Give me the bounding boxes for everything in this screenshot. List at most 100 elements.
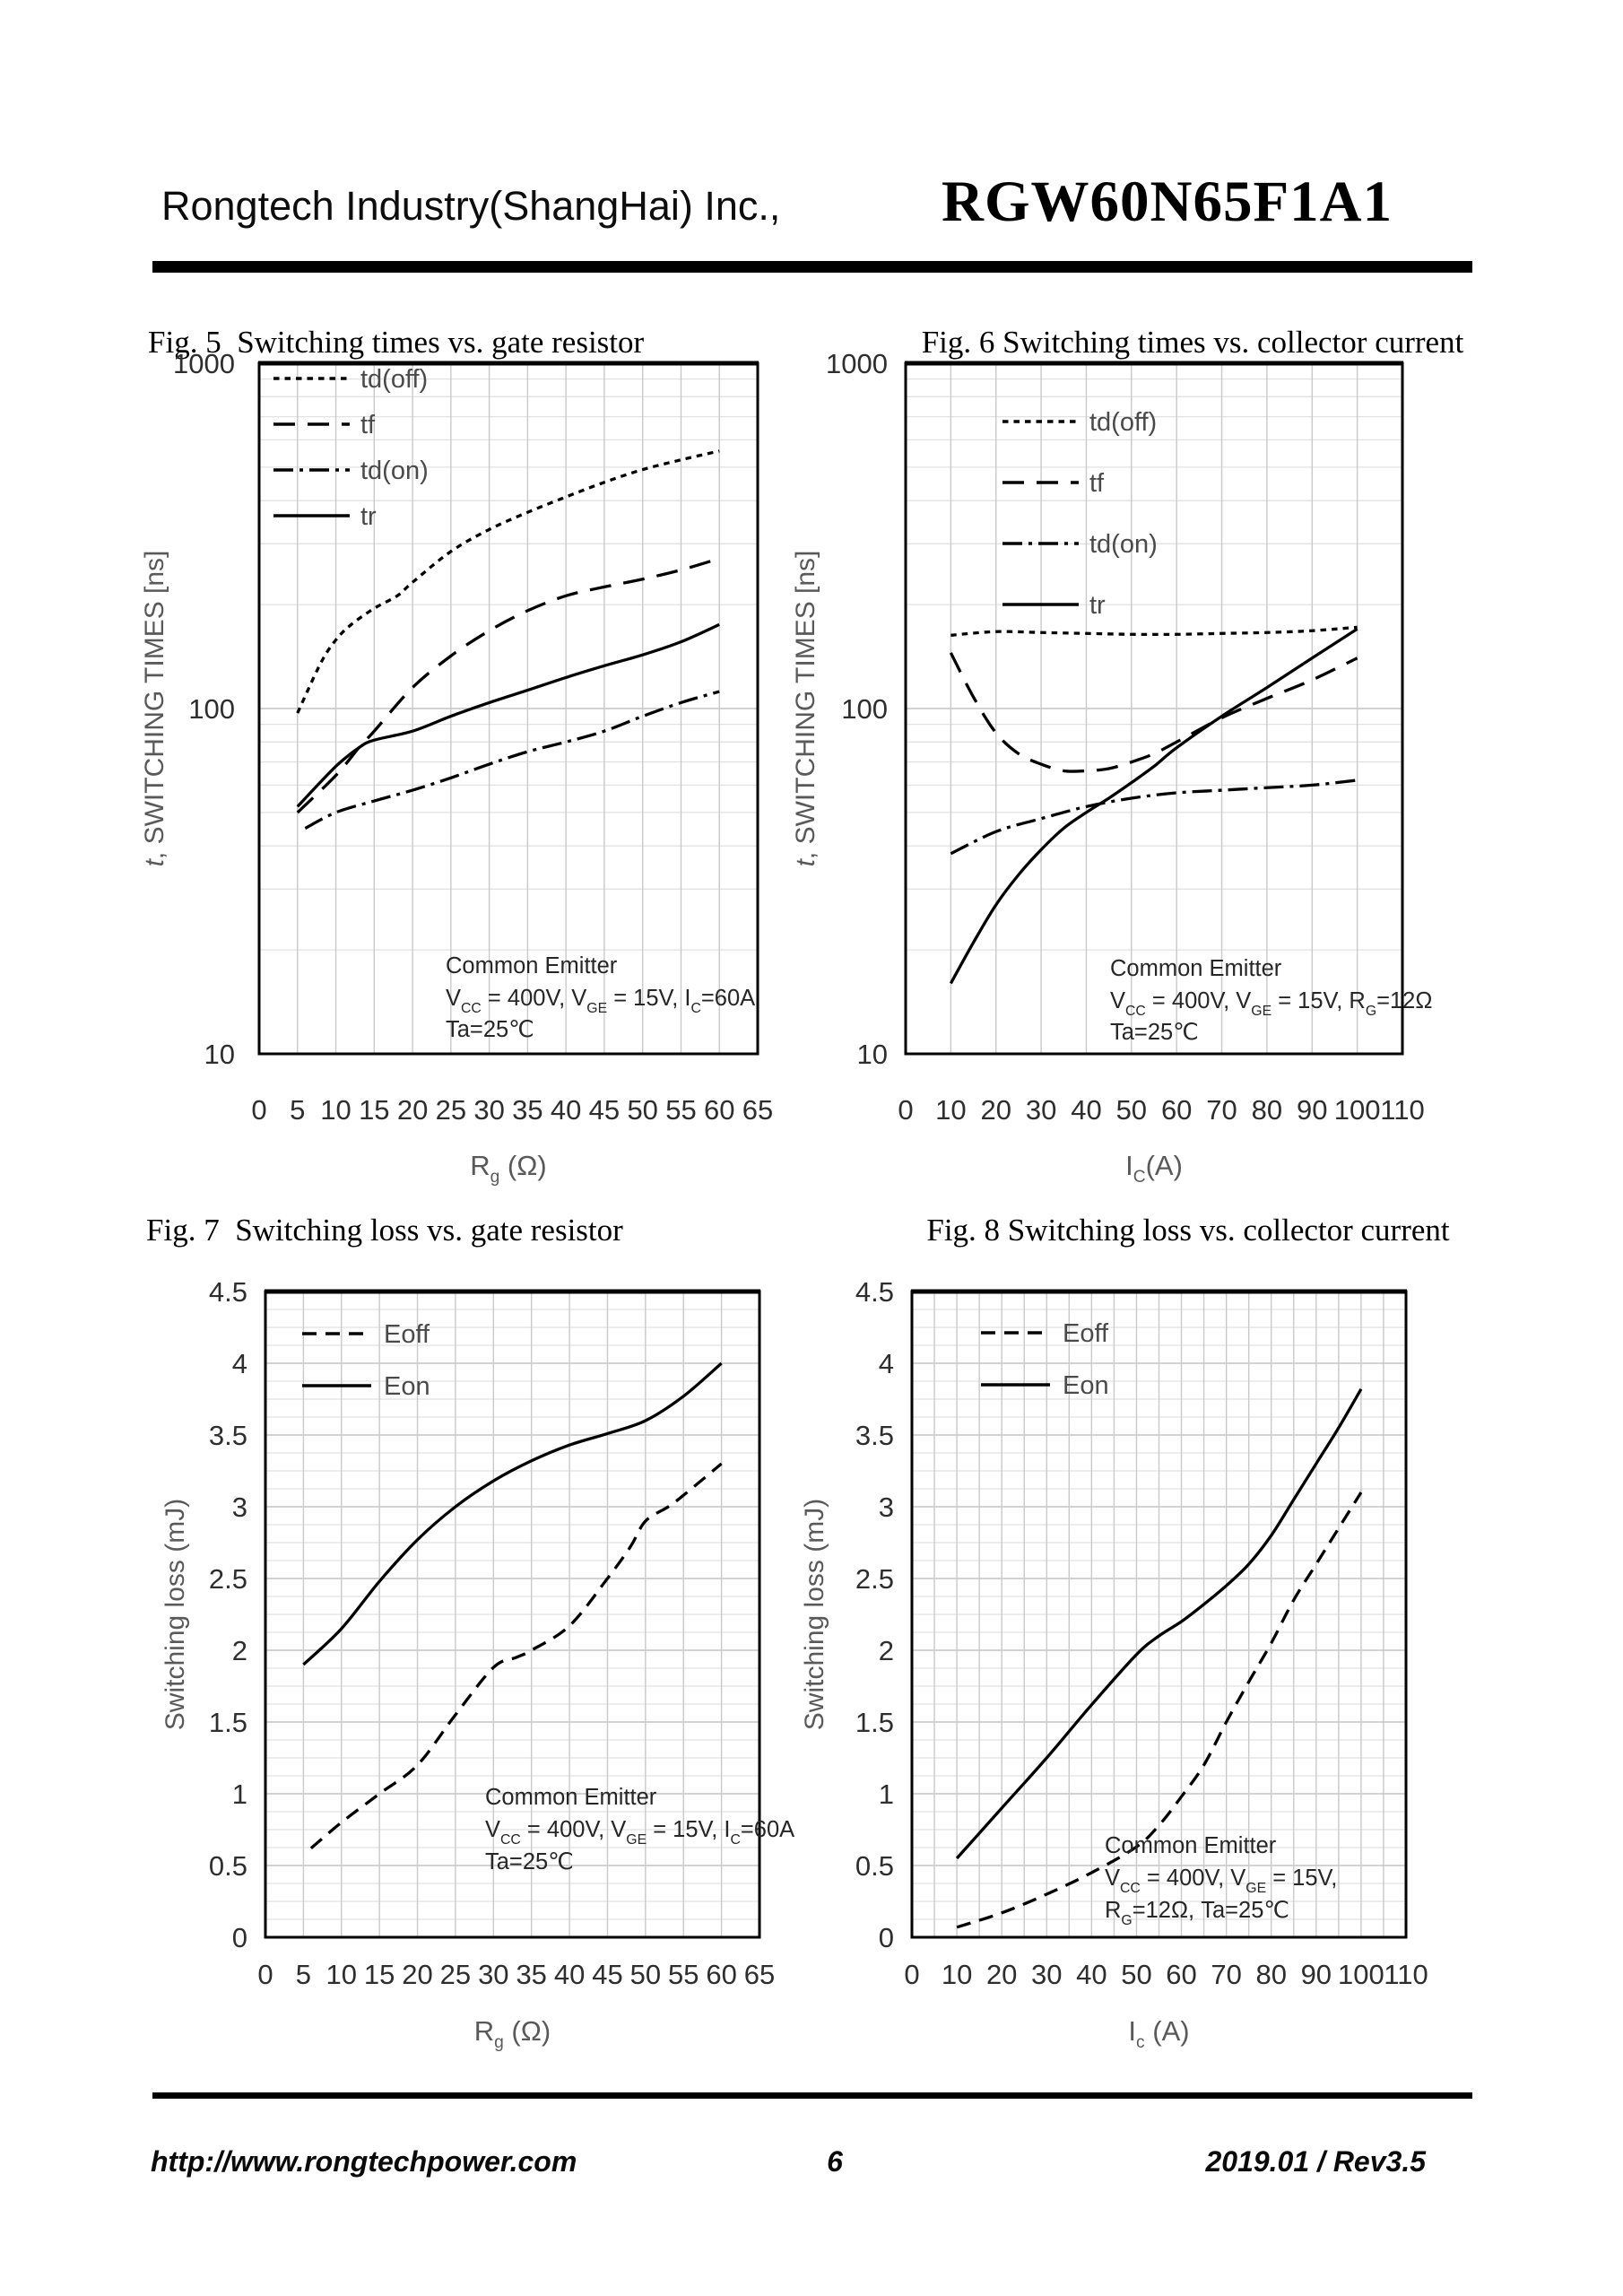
svg-text:15: 15	[364, 1959, 395, 1990]
fig8-chart: Eoff Eon Common Emitter VCC = 400V, VGE = 1…	[800, 1276, 1428, 2052]
svg-text:100: 100	[841, 693, 888, 725]
svg-text:100: 100	[1334, 1094, 1381, 1126]
svg-text:4: 4	[232, 1348, 247, 1379]
fig5-series-tr	[296, 622, 720, 808]
svg-text:20: 20	[402, 1959, 432, 1990]
svg-text:Eoff: Eoff	[1063, 1319, 1109, 1348]
svg-text:VCC = 400V, VGE = 15V,: VCC = 400V, VGE = 15V,	[1105, 1866, 1337, 1896]
fig6-series	[949, 625, 1358, 985]
fig6-annotation: Common Emitter VCC = 400V, VGE = 15V, RG=…	[1110, 956, 1432, 1045]
svg-text:4.5: 4.5	[855, 1276, 894, 1308]
svg-text:5: 5	[296, 1959, 311, 1990]
svg-text:VCC = 400V, VGE = 15V, IC=60A: VCC = 400V, VGE = 15V, IC=60A	[446, 986, 755, 1016]
svg-text:0: 0	[232, 1922, 247, 1953]
svg-text:15: 15	[359, 1094, 389, 1126]
svg-text:25: 25	[436, 1094, 466, 1126]
svg-text:10: 10	[320, 1094, 351, 1126]
svg-text:4.5: 4.5	[209, 1276, 247, 1308]
fig5-chart: td(off) tf td(on) tr Common Emitter VCC = 400…	[140, 348, 773, 1187]
svg-text:10: 10	[942, 1959, 972, 1990]
svg-text:40: 40	[551, 1094, 581, 1126]
svg-text:Eoff: Eoff	[384, 1320, 430, 1349]
fig5-legend: td(off) tf td(on) tr	[273, 365, 429, 531]
fig6-series-td(on)	[950, 778, 1358, 856]
fig5-title: Fig. 5 Switching times vs. gate resistor	[148, 325, 645, 360]
svg-text:RG=12Ω, Ta=25℃: RG=12Ω, Ta=25℃	[1105, 1898, 1289, 1928]
svg-text:110: 110	[1384, 1959, 1428, 1990]
svg-text:Common Emitter: Common Emitter	[1105, 1833, 1277, 1858]
svg-text:td(off): td(off)	[360, 365, 428, 394]
svg-text:0: 0	[904, 1959, 919, 1990]
fig6-series-tf	[949, 652, 1358, 773]
fig5-series-td(off)	[296, 449, 720, 714]
svg-text:20: 20	[986, 1959, 1017, 1990]
fig6-title: Fig. 6 Switching times vs. collector cur…	[921, 325, 1464, 360]
svg-text:1000: 1000	[826, 348, 888, 379]
svg-text:2: 2	[879, 1635, 894, 1666]
svg-text:30: 30	[473, 1094, 504, 1126]
svg-text:60: 60	[704, 1094, 734, 1126]
fig7-series-Eon	[302, 1361, 723, 1666]
svg-text:t, SWITCHING TIMES [ns]: t, SWITCHING TIMES [ns]	[140, 551, 169, 867]
svg-text:20: 20	[980, 1094, 1011, 1126]
svg-text:2.5: 2.5	[209, 1563, 247, 1595]
svg-text:Common Emitter: Common Emitter	[485, 1785, 657, 1810]
svg-text:0.5: 0.5	[209, 1850, 247, 1882]
svg-text:45: 45	[592, 1959, 622, 1990]
svg-text:40: 40	[1076, 1959, 1107, 1990]
svg-text:10: 10	[857, 1039, 888, 1070]
svg-text:tr: tr	[1089, 591, 1106, 620]
svg-text:Ic (A): Ic (A)	[1128, 2015, 1189, 2052]
svg-text:Eon: Eon	[384, 1372, 430, 1401]
svg-text:Ta=25℃: Ta=25℃	[485, 1849, 574, 1874]
fig5-series-tf	[296, 557, 720, 814]
fig8-series-Eon	[955, 1387, 1363, 1860]
svg-text:40: 40	[554, 1959, 585, 1990]
svg-text:100: 100	[1338, 1959, 1384, 1990]
svg-text:t, SWITCHING TIMES [ns]: t, SWITCHING TIMES [ns]	[791, 551, 820, 867]
svg-text:1: 1	[879, 1779, 894, 1810]
svg-text:80: 80	[1255, 1959, 1286, 1990]
svg-text:0: 0	[879, 1922, 894, 1953]
part-number: RGW60N65F1A1	[942, 170, 1393, 234]
footer-rule	[152, 2092, 1472, 2099]
svg-text:40: 40	[1071, 1094, 1101, 1126]
footer-revision: 2019.01 / Rev3.5	[1205, 2145, 1426, 2178]
svg-text:30: 30	[478, 1959, 508, 1990]
svg-text:Switching loss (mJ): Switching loss (mJ)	[800, 1499, 829, 1730]
svg-text:50: 50	[630, 1959, 661, 1990]
fig8-annotation: Common Emitter VCC = 400V, VGE = 15V,RG=1…	[1105, 1833, 1337, 1928]
svg-text:90: 90	[1301, 1959, 1332, 1990]
svg-text:10: 10	[326, 1959, 357, 1990]
svg-text:tf: tf	[1089, 469, 1105, 498]
svg-text:3.5: 3.5	[209, 1420, 247, 1451]
svg-text:80: 80	[1252, 1094, 1282, 1126]
svg-text:20: 20	[397, 1094, 428, 1126]
fig7-title: Fig. 7 Switching loss vs. gate resistor	[146, 1213, 623, 1248]
svg-text:Common Emitter: Common Emitter	[1110, 956, 1282, 981]
svg-text:tr: tr	[360, 502, 377, 531]
fig8-title: Fig. 8 Switching loss vs. collector curr…	[926, 1213, 1450, 1248]
svg-text:Rg (Ω): Rg (Ω)	[474, 2015, 551, 2052]
svg-text:35: 35	[512, 1094, 542, 1126]
fig5-series-td(on)	[304, 690, 720, 830]
svg-text:3: 3	[232, 1492, 247, 1523]
svg-text:2: 2	[232, 1635, 247, 1666]
svg-text:10: 10	[204, 1039, 235, 1070]
svg-text:td(on): td(on)	[360, 457, 429, 485]
fig6-legend: td(off) tf td(on) tr	[1002, 408, 1158, 620]
svg-text:65: 65	[742, 1094, 773, 1126]
fig8-series-Eoff	[956, 1492, 1363, 1929]
fig8-legend: Eoff Eon	[981, 1319, 1109, 1400]
svg-text:70: 70	[1206, 1094, 1237, 1126]
svg-text:60: 60	[1166, 1959, 1196, 1990]
svg-text:td(off): td(off)	[1089, 408, 1157, 437]
fig8-series	[955, 1387, 1363, 1929]
svg-text:3.5: 3.5	[855, 1420, 894, 1451]
header-rule	[152, 261, 1472, 273]
svg-text:VCC = 400V, VGE = 15V, IC=60A: VCC = 400V, VGE = 15V, IC=60A	[485, 1817, 794, 1848]
svg-text:1.5: 1.5	[209, 1707, 247, 1738]
svg-text:60: 60	[1161, 1094, 1192, 1126]
